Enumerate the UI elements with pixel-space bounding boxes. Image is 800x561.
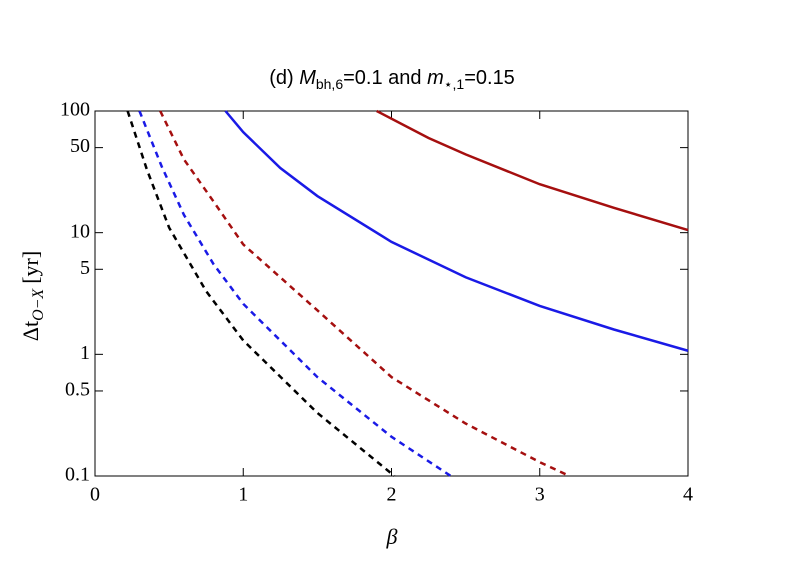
y-tick-label: 50: [70, 135, 90, 157]
title-part: M: [299, 67, 316, 89]
x-axis-label: β: [386, 524, 398, 549]
y-tick-label: 10: [70, 220, 90, 242]
y-axis-label: ΔtO−X [yr]: [18, 251, 47, 341]
chart-title: (d) Mbh,6=0.1 and m⋆,1=0.15: [269, 67, 515, 92]
y-tick-label: 5: [80, 257, 90, 279]
title-part: ⋆,1: [444, 76, 465, 92]
title-part: =0.15: [464, 67, 515, 89]
x-tick-label: 2: [387, 484, 397, 506]
y-label-part: Δt: [18, 321, 43, 341]
title-part: (d): [269, 67, 299, 89]
series-line: [126, 110, 396, 477]
y-tick-label: 100: [60, 99, 90, 121]
y-tick-label: 0.1: [65, 464, 90, 486]
y-label-part: O−X: [30, 288, 47, 321]
title-part: bh,6: [316, 76, 343, 92]
y-label-part: [yr]: [18, 251, 43, 284]
y-tick-label: 0.5: [65, 379, 90, 401]
plot-frame: [94, 110, 689, 477]
y-tick-label: 1: [80, 342, 90, 364]
title-part: m: [427, 67, 444, 89]
series-line: [376, 109, 689, 232]
title-part: =0.1 and: [343, 67, 427, 89]
x-tick-label: 1: [238, 484, 248, 506]
series-line: [138, 110, 452, 478]
x-tick-label: 3: [535, 484, 545, 506]
series-line: [159, 110, 570, 478]
x-tick-label: 4: [683, 484, 693, 506]
series-line: [224, 110, 689, 352]
x-tick-label: 0: [90, 484, 100, 506]
